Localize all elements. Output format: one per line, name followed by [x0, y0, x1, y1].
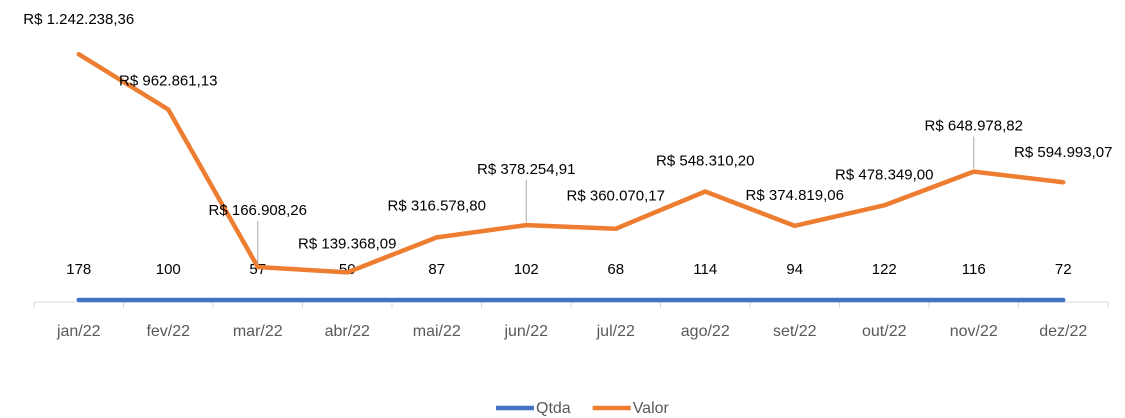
- data-label: R$ 962.861,13: [119, 72, 217, 89]
- data-label: 178: [66, 261, 91, 278]
- data-label: 68: [607, 261, 624, 278]
- data-label: 114: [693, 261, 717, 278]
- data-label: 94: [786, 261, 803, 278]
- data-label: R$ 139.368,09: [298, 235, 396, 252]
- data-label: R$ 594.993,07: [1014, 144, 1112, 161]
- x-tick-label: mai/22: [413, 323, 461, 340]
- x-tick-label: dez/22: [1039, 323, 1087, 340]
- data-label: 102: [514, 261, 539, 278]
- x-tick-label: jun/22: [503, 323, 548, 340]
- x-tick-label: set/22: [773, 323, 817, 340]
- series-line: [76, 51, 1066, 275]
- data-label: R$ 478.349,00: [835, 166, 933, 183]
- x-tick-label: nov/22: [950, 323, 998, 340]
- legend-label: Qtda: [536, 400, 571, 417]
- data-label: R$ 648.978,82: [925, 118, 1023, 135]
- data-label: R$ 166.908,26: [209, 202, 307, 219]
- data-label: R$ 378.254,91: [477, 161, 575, 178]
- x-tick-label: ago/22: [681, 323, 730, 340]
- data-label: R$ 316.578,80: [388, 197, 486, 214]
- x-tick-label: jan/22: [56, 323, 101, 340]
- legend-label: Valor: [633, 400, 670, 417]
- data-label: R$ 548.310,20: [656, 152, 754, 169]
- data-label: R$ 374.819,06: [746, 187, 844, 204]
- x-tick-label: abr/22: [325, 323, 370, 340]
- data-label: 72: [1055, 261, 1072, 278]
- data-label: 87: [428, 261, 445, 278]
- x-tick-label: jul/22: [596, 323, 635, 340]
- x-tick-label: fev/22: [146, 323, 190, 340]
- data-label: R$ 1.242.238,36: [23, 11, 134, 28]
- x-tick-label: out/22: [862, 323, 907, 340]
- data-label: R$ 360.070,17: [567, 188, 665, 205]
- x-tick-label: mar/22: [233, 323, 283, 340]
- data-label: 116: [962, 261, 986, 278]
- data-label: 122: [872, 261, 897, 278]
- data-label: 100: [156, 261, 181, 278]
